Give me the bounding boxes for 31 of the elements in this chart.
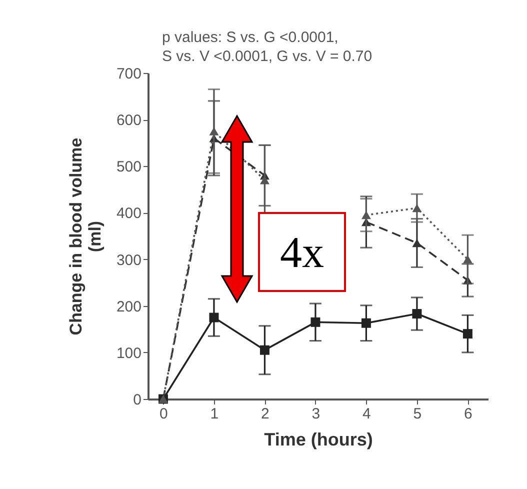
x-tick-label: 3 xyxy=(312,406,320,422)
x-tick-label: 4 xyxy=(362,406,371,422)
y-tick-label: 0 xyxy=(133,392,142,408)
point xyxy=(209,127,219,136)
y-tick-label: 600 xyxy=(116,112,142,130)
x-tick-label: 2 xyxy=(261,406,270,422)
y-tick-label: 200 xyxy=(116,298,142,316)
point xyxy=(462,255,472,264)
point xyxy=(310,317,320,327)
y-tick-label: 400 xyxy=(116,205,142,222)
y-tick-label: 700 xyxy=(116,66,142,82)
x-tick-label: 0 xyxy=(160,406,168,422)
y-axis-title: Change in blood volume (ml) xyxy=(66,138,104,336)
chart-title: p values: S vs. G <0.0001, S vs. V <0.0001, G vs. V = 0.70 xyxy=(162,29,372,65)
y-tick-label: 100 xyxy=(116,344,142,362)
x-axis-title: Time (hours) xyxy=(264,430,373,450)
y-tick-label: 500 xyxy=(116,158,142,176)
point xyxy=(462,329,472,339)
point xyxy=(209,312,219,322)
point xyxy=(412,309,422,319)
point xyxy=(412,204,422,212)
point xyxy=(361,318,371,328)
x-tick-label: 1 xyxy=(210,406,219,422)
point xyxy=(361,210,371,220)
y-tick-label: 300 xyxy=(116,252,142,269)
point xyxy=(260,176,270,184)
point xyxy=(260,345,270,355)
x-tick-label: 5 xyxy=(413,406,422,422)
x-tick-label: 6 xyxy=(464,406,472,422)
point xyxy=(412,238,422,248)
note-box: 4x xyxy=(258,212,346,292)
